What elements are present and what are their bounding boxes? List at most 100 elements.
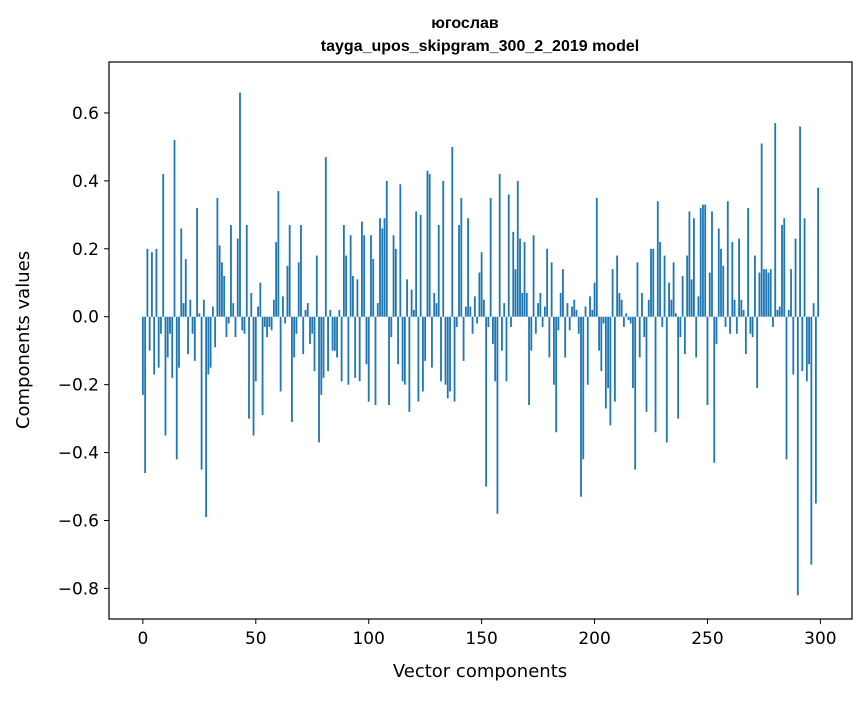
bar: [751, 316, 754, 338]
bar: [473, 296, 476, 317]
bar: [320, 316, 323, 395]
bar: [708, 272, 711, 317]
bar: [744, 316, 747, 355]
bar: [521, 292, 524, 317]
bar: [223, 275, 226, 317]
bar: [446, 316, 449, 399]
bar: [812, 303, 815, 317]
bar: [525, 292, 528, 317]
bar: [731, 242, 734, 317]
bar: [403, 316, 406, 385]
bar: [374, 316, 377, 406]
bar: [399, 184, 402, 317]
bar: [175, 316, 178, 460]
bar: [763, 269, 765, 317]
bar: [487, 316, 490, 327]
bar: [148, 316, 151, 351]
bar: [550, 262, 553, 317]
bar: [415, 211, 418, 317]
bar: [663, 255, 666, 317]
chart-title-line-2: tayga_upos_skipgram_300_2_2019 model: [321, 38, 639, 55]
x-axis-ticks: 0 50 100 150 200 250 300: [137, 619, 837, 649]
bar: [577, 316, 580, 334]
y-tick-label: 0.4: [72, 172, 99, 192]
bar: [349, 235, 352, 317]
bar: [638, 316, 641, 358]
bar: [634, 316, 637, 470]
bar: [595, 197, 598, 317]
bar: [485, 316, 488, 487]
bar: [620, 299, 623, 317]
bar: [151, 252, 153, 317]
bar: [665, 316, 668, 443]
bar: [769, 269, 772, 317]
bar: [449, 316, 451, 392]
bar: [627, 316, 630, 321]
bar: [266, 316, 268, 338]
bar: [496, 316, 499, 514]
bar: [704, 204, 707, 317]
bar: [575, 309, 578, 317]
bar: [726, 201, 729, 317]
bar: [794, 238, 797, 317]
bar: [234, 316, 237, 338]
bar: [523, 242, 526, 317]
bar: [300, 225, 302, 317]
bar: [778, 306, 781, 317]
bar: [259, 282, 262, 317]
bar: [632, 316, 634, 389]
bar: [792, 316, 795, 375]
bar: [191, 316, 194, 334]
bar: [318, 316, 320, 443]
bar: [437, 225, 440, 317]
bar: [672, 262, 675, 317]
bar: [410, 289, 413, 317]
bar: [141, 316, 144, 395]
bar: [245, 225, 248, 317]
bar: [376, 303, 379, 317]
bar: [209, 316, 212, 368]
bar: [198, 313, 201, 317]
bar: [464, 306, 467, 317]
bar: [435, 303, 438, 317]
bar: [498, 174, 501, 317]
bar: [722, 265, 725, 317]
bar: [568, 316, 571, 331]
bar: [645, 316, 648, 412]
bar: [471, 316, 474, 334]
y-tick-label: 0.0: [72, 308, 99, 328]
bar: [776, 309, 779, 317]
bar: [342, 225, 345, 317]
bar: [756, 316, 759, 389]
bar: [458, 225, 460, 317]
bar: [327, 316, 329, 372]
bar: [236, 238, 239, 317]
bar: [571, 306, 573, 317]
bar: [555, 316, 558, 433]
x-tick-label: 200: [578, 629, 610, 649]
bar: [311, 316, 314, 334]
y-axis-ticks: −0.8 −0.6 −0.4 −0.2 0.0 0.2 0.4 0.6: [58, 104, 109, 599]
bar: [656, 201, 659, 317]
bar: [699, 208, 702, 317]
y-tick-label: 0.6: [72, 104, 99, 124]
bar: [451, 146, 454, 317]
y-tick-label: −0.8: [58, 579, 99, 599]
bar: [609, 316, 612, 426]
bar: [661, 316, 664, 327]
bar: [182, 303, 185, 317]
bar: [720, 248, 722, 317]
bar: [686, 255, 689, 317]
bar: [207, 316, 210, 375]
bar: [214, 316, 217, 348]
bar: [263, 316, 266, 327]
bar: [677, 316, 680, 419]
bar: [512, 231, 515, 317]
bar: [394, 248, 397, 317]
bar: [428, 174, 431, 317]
bar: [162, 174, 165, 317]
bar: [160, 316, 162, 334]
bar: [548, 316, 551, 358]
bar: [623, 316, 625, 327]
